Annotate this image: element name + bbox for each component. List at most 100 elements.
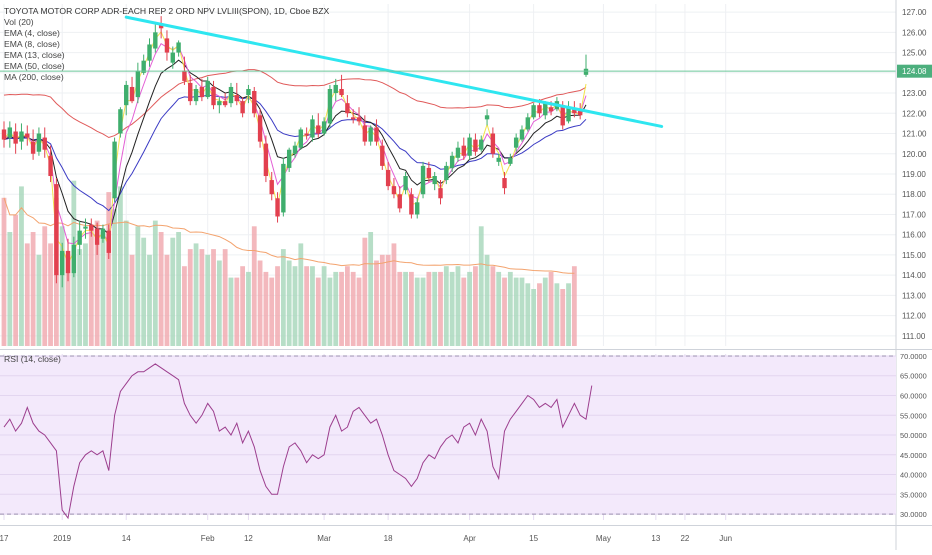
candle xyxy=(339,74,344,98)
candle xyxy=(153,22,158,53)
volume-bar xyxy=(542,277,548,346)
volume-bar xyxy=(339,271,344,346)
candle-body xyxy=(13,131,18,144)
legend-ema-4: EMA (4, close) xyxy=(4,28,60,38)
volume-bar xyxy=(321,266,327,346)
price-tick-label: 114.00 xyxy=(902,271,926,280)
volume-bar xyxy=(228,277,234,346)
volume-bar xyxy=(30,232,36,346)
candle-body xyxy=(298,129,304,148)
candle xyxy=(124,80,129,116)
candle-body xyxy=(560,105,565,126)
candle-body xyxy=(135,70,141,98)
candle xyxy=(275,192,280,223)
candle-body xyxy=(112,141,117,199)
candle xyxy=(333,78,338,102)
candle xyxy=(566,101,571,124)
time-tick-label: Apr xyxy=(463,534,476,543)
volume-bar xyxy=(432,271,438,346)
candle-body xyxy=(100,228,106,239)
candle xyxy=(420,161,426,199)
candle xyxy=(112,137,117,203)
candle-body xyxy=(508,157,513,164)
volume-bar xyxy=(502,277,507,346)
candle-body xyxy=(537,105,542,114)
candle xyxy=(438,180,443,205)
volume-bar xyxy=(158,232,164,346)
volume-bar xyxy=(490,266,496,346)
candle-body xyxy=(543,103,548,116)
volume-bar xyxy=(42,226,48,346)
candle-body xyxy=(205,80,210,98)
candle-body xyxy=(496,157,501,162)
candle-body xyxy=(484,115,490,120)
candle-body xyxy=(403,176,408,191)
volume-bar xyxy=(112,209,117,346)
time-tick-label: Jun xyxy=(719,534,732,543)
candle-body xyxy=(356,117,362,122)
candle xyxy=(327,84,333,128)
candle-body xyxy=(118,109,123,134)
candle-body xyxy=(170,52,175,63)
volume-bar xyxy=(152,220,158,346)
volume-bar xyxy=(298,243,304,346)
volume-bar xyxy=(525,283,531,346)
volume-bar xyxy=(24,243,30,346)
candle-body xyxy=(19,131,24,142)
volume-bar xyxy=(513,277,519,346)
candle xyxy=(65,238,71,282)
time-tick-label: 22 xyxy=(680,534,689,543)
candle xyxy=(83,218,88,239)
candle-body xyxy=(1,129,7,140)
volume-bar xyxy=(199,249,205,346)
candle-body xyxy=(199,86,205,98)
candle xyxy=(228,82,234,108)
rsi-tick-label: 70.0000 xyxy=(900,352,927,361)
volume-bar xyxy=(554,283,560,346)
volume-bar xyxy=(246,271,251,346)
candle xyxy=(304,127,309,140)
volume-bar xyxy=(507,271,513,346)
candle xyxy=(286,147,292,172)
candle xyxy=(380,139,385,170)
candle xyxy=(60,242,65,288)
candle xyxy=(316,113,321,138)
price-tick-label: 126.00 xyxy=(902,28,927,37)
price-tick-label: 112.00 xyxy=(902,312,926,321)
volume-bar xyxy=(397,271,403,346)
volume-bar xyxy=(263,271,269,346)
candle xyxy=(252,86,257,118)
rsi-label: RSI (14, close) xyxy=(4,354,61,364)
candle xyxy=(257,109,263,148)
volume-average-line xyxy=(3,197,575,274)
volume-bar xyxy=(362,237,368,346)
volume-bar xyxy=(292,266,298,346)
candle xyxy=(246,84,251,104)
volume-bar xyxy=(94,220,100,346)
volume-bar xyxy=(496,271,502,346)
candle-body xyxy=(321,121,327,134)
trend-line[interactable] xyxy=(124,15,664,128)
rsi-tick-label: 45.0000 xyxy=(900,451,927,460)
candle xyxy=(106,224,111,259)
candle-body xyxy=(490,133,496,154)
candle-body xyxy=(234,95,239,102)
candle xyxy=(449,151,455,172)
volume-bar xyxy=(566,283,571,346)
candle xyxy=(490,127,496,158)
candle-body xyxy=(380,145,385,166)
candle-body xyxy=(193,88,199,102)
candle-body xyxy=(345,103,350,114)
candle xyxy=(89,218,94,237)
price-tick-label: 116.00 xyxy=(902,231,926,240)
candle xyxy=(240,97,245,118)
candle xyxy=(513,133,519,152)
candle-body xyxy=(141,60,146,73)
rsi-line xyxy=(3,363,593,520)
price-tick-label: 113.00 xyxy=(902,291,926,300)
candle xyxy=(525,113,530,132)
candle-body xyxy=(30,141,36,154)
candle-body xyxy=(42,137,47,150)
candle-body xyxy=(519,129,525,140)
rsi-tick-label: 40.0000 xyxy=(900,471,927,480)
